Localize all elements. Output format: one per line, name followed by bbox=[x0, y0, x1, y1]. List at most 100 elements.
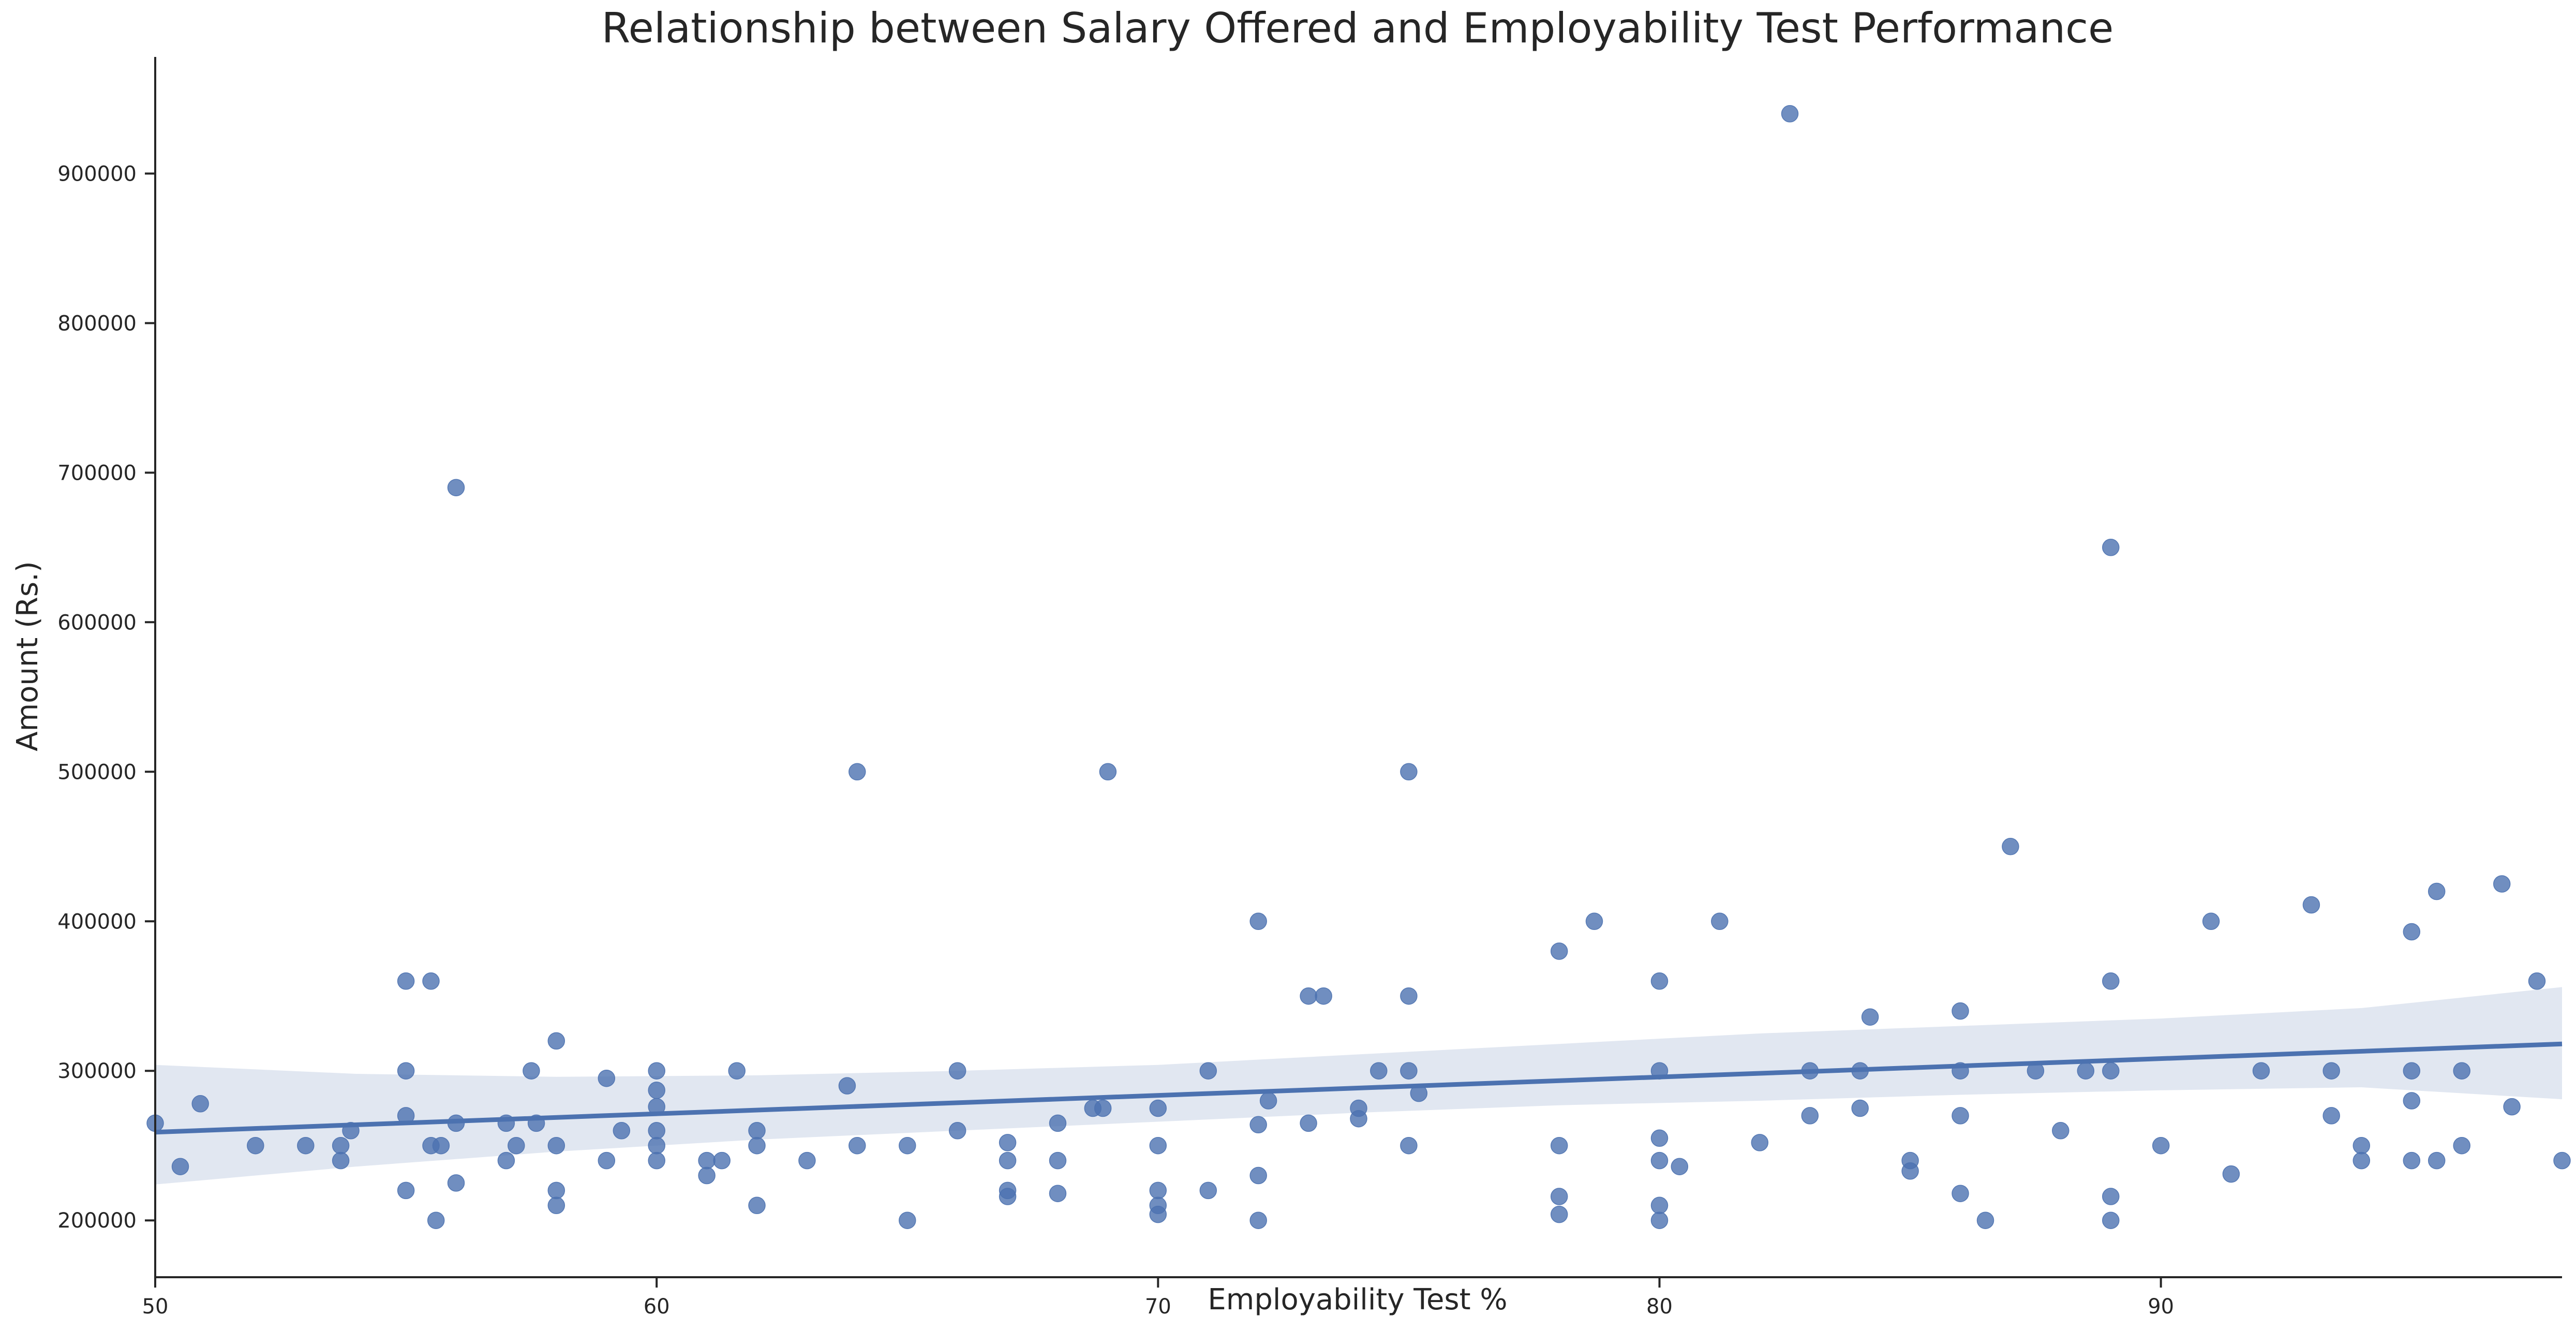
axes-layer: 50 60 70 80 90 200000 300000 400000 500000 600000… bbox=[57, 57, 2562, 1319]
data-point bbox=[1851, 1062, 1869, 1080]
data-point bbox=[698, 1166, 716, 1185]
data-point bbox=[342, 1122, 360, 1140]
data-point bbox=[648, 1062, 665, 1080]
data-point bbox=[1149, 1205, 1167, 1223]
data-point bbox=[1400, 1062, 1418, 1080]
data-point bbox=[1049, 1114, 1067, 1132]
data-point bbox=[547, 1196, 565, 1215]
y-tick-label: 500000 bbox=[57, 760, 137, 784]
data-point bbox=[2102, 1211, 2120, 1229]
data-point bbox=[1300, 987, 1317, 1005]
data-point bbox=[1259, 1092, 1277, 1110]
data-point bbox=[1550, 1136, 1568, 1155]
regression-line-layer bbox=[155, 1041, 2563, 1135]
data-point bbox=[1550, 942, 1568, 960]
x-tick-label: 90 bbox=[2148, 1295, 2174, 1319]
data-point bbox=[247, 1136, 264, 1155]
data-point bbox=[1650, 1211, 1669, 1229]
data-point bbox=[798, 1151, 816, 1170]
data-point bbox=[748, 1122, 766, 1140]
data-point bbox=[1049, 1185, 1067, 1202]
data-point bbox=[497, 1114, 515, 1132]
data-point bbox=[999, 1188, 1017, 1205]
data-point bbox=[1901, 1162, 1919, 1180]
x-tick-label: 70 bbox=[1145, 1295, 1171, 1319]
data-point bbox=[1781, 105, 1799, 123]
x-tick-label: 60 bbox=[644, 1295, 670, 1319]
data-point bbox=[2403, 1092, 2421, 1110]
data-point bbox=[2453, 1062, 2470, 1080]
y-tick-label: 800000 bbox=[57, 312, 137, 335]
data-point bbox=[397, 1107, 415, 1125]
data-point bbox=[2252, 1062, 2270, 1080]
data-point bbox=[1249, 912, 1267, 930]
data-point bbox=[1650, 972, 1669, 990]
data-point bbox=[1952, 1062, 1969, 1080]
data-point bbox=[1650, 1129, 1669, 1147]
data-point bbox=[1801, 1107, 1819, 1125]
y-tick-label: 200000 bbox=[57, 1209, 137, 1233]
data-point bbox=[1149, 1099, 1167, 1117]
data-point bbox=[1099, 763, 1117, 781]
data-point bbox=[1249, 1211, 1267, 1229]
data-point bbox=[1711, 912, 1729, 930]
data-point bbox=[497, 1151, 515, 1170]
data-point bbox=[2027, 1062, 2045, 1080]
regression-line bbox=[155, 1041, 2563, 1135]
data-point bbox=[397, 1062, 415, 1080]
data-point bbox=[1400, 987, 1418, 1005]
data-point bbox=[1199, 1181, 1217, 1200]
data-point bbox=[2152, 1136, 2170, 1155]
data-point bbox=[397, 1181, 415, 1200]
data-point bbox=[2493, 875, 2511, 893]
data-point bbox=[1400, 1136, 1418, 1155]
data-point bbox=[598, 1069, 616, 1087]
data-point bbox=[999, 1134, 1017, 1151]
data-point bbox=[648, 1136, 665, 1155]
data-point bbox=[432, 1136, 450, 1155]
data-point bbox=[191, 1095, 209, 1113]
data-point bbox=[848, 763, 866, 781]
data-point bbox=[2052, 1122, 2069, 1140]
data-point bbox=[1550, 1188, 1568, 1205]
data-point bbox=[447, 1114, 465, 1132]
data-point bbox=[899, 1136, 916, 1155]
data-point bbox=[1550, 1205, 1568, 1223]
data-point bbox=[1585, 912, 1603, 930]
y-axis-title: Amount (Rs.) bbox=[11, 561, 44, 751]
data-point bbox=[1370, 1062, 1388, 1080]
data-point bbox=[2102, 1188, 2120, 1205]
data-point bbox=[2002, 838, 2019, 855]
data-point bbox=[948, 1122, 966, 1140]
data-point bbox=[332, 1151, 350, 1170]
data-point bbox=[613, 1122, 631, 1140]
data-point bbox=[547, 1181, 565, 1200]
data-point bbox=[508, 1136, 525, 1155]
data-point bbox=[1851, 1099, 1869, 1117]
data-point bbox=[2322, 1107, 2340, 1125]
data-point bbox=[598, 1151, 616, 1170]
data-point bbox=[899, 1211, 916, 1229]
data-point bbox=[2322, 1062, 2340, 1080]
data-point bbox=[297, 1136, 315, 1155]
data-point bbox=[698, 1151, 716, 1170]
data-point bbox=[2453, 1136, 2470, 1155]
data-point bbox=[999, 1151, 1017, 1170]
data-point bbox=[1650, 1151, 1669, 1170]
data-point bbox=[2403, 1062, 2421, 1080]
x-tick-label: 80 bbox=[1646, 1295, 1673, 1319]
data-point bbox=[1049, 1151, 1067, 1170]
data-point bbox=[748, 1196, 766, 1215]
data-point bbox=[1671, 1158, 1689, 1175]
data-point bbox=[748, 1136, 766, 1155]
data-point bbox=[648, 1082, 665, 1099]
data-point bbox=[422, 972, 440, 990]
data-point bbox=[2428, 882, 2446, 900]
data-point bbox=[1249, 1166, 1267, 1185]
data-point bbox=[427, 1211, 445, 1229]
data-point bbox=[2503, 1098, 2521, 1116]
data-point bbox=[2077, 1062, 2095, 1080]
data-point bbox=[1952, 1002, 1969, 1020]
data-point bbox=[1149, 1136, 1167, 1155]
